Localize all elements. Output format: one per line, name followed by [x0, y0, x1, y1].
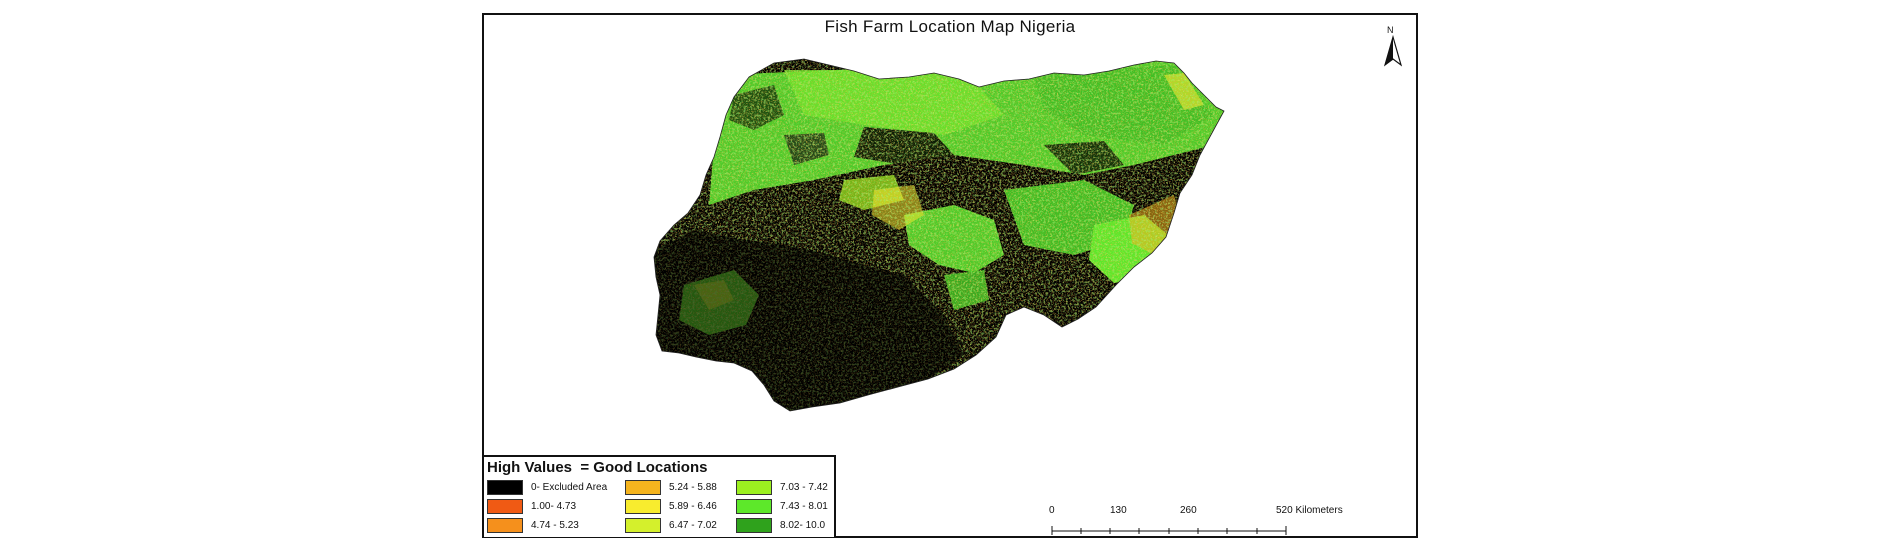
legend-swatch — [625, 518, 661, 533]
legend-label: 1.00- 4.73 — [531, 501, 577, 512]
nigeria-map — [653, 58, 1225, 412]
legend-title: High Values = Good Locations — [487, 459, 708, 476]
legend-swatch — [487, 518, 523, 533]
scale-bar-line — [1051, 526, 1287, 535]
scale-bar: 0 130 260 520 Kilometers — [1049, 505, 1349, 545]
scale-label: 0 — [1049, 505, 1055, 516]
legend-swatch — [625, 499, 661, 514]
legend-label: 6.47 - 7.02 — [669, 520, 717, 531]
legend-swatch — [487, 499, 523, 514]
north-arrow-icon: N — [1381, 25, 1405, 69]
scale-label: 260 — [1180, 505, 1197, 516]
legend-label: 7.43 - 8.01 — [780, 501, 828, 512]
legend-label: 4.74 - 5.23 — [531, 520, 579, 531]
north-label: N — [1387, 25, 1394, 35]
legend-label: 5.89 - 6.46 — [669, 501, 717, 512]
legend-label: 5.24 - 5.88 — [669, 482, 717, 493]
legend-swatch — [736, 499, 772, 514]
scale-label: 520 Kilometers — [1276, 505, 1343, 516]
legend-label: 8.02- 10.0 — [780, 520, 826, 531]
legend-swatch — [625, 480, 661, 495]
map-title: Fish Farm Location Map Nigeria — [824, 17, 1076, 36]
legend-swatch — [736, 480, 772, 495]
legend-label: 7.03 - 7.42 — [780, 482, 828, 493]
map-frame: Fish Farm Location Map Nigeria — [482, 13, 1418, 538]
legend-label: 0- Excluded Area — [531, 482, 608, 493]
scale-label: 130 — [1110, 505, 1127, 516]
map-legend: High Values = Good Locations 0- Excluded… — [484, 455, 836, 537]
legend-swatch — [487, 480, 523, 495]
legend-swatch — [736, 518, 772, 533]
